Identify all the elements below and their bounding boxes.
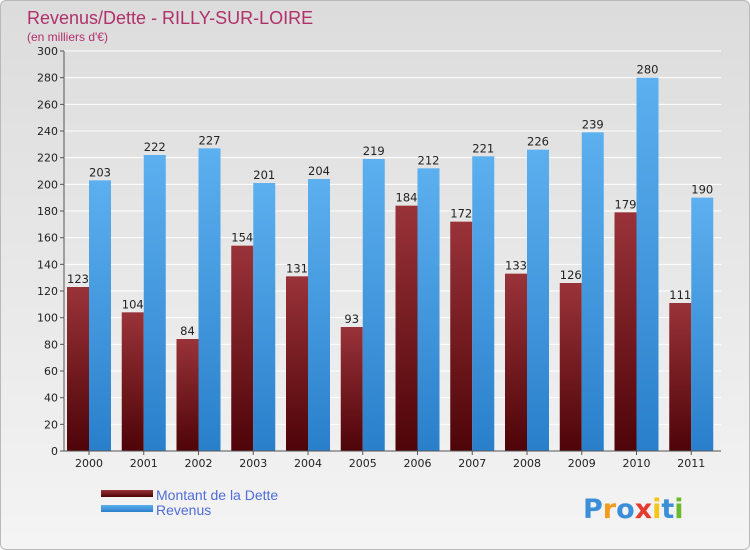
bar-dette-2003 <box>231 245 254 451</box>
y-tick-label: 280 <box>37 72 58 85</box>
x-tick-label-2007: 2007 <box>458 457 486 470</box>
y-tick-label: 140 <box>37 258 58 271</box>
bar-revenus-2008 <box>527 149 549 451</box>
x-tick-label-2000: 2000 <box>75 457 103 470</box>
data-label-dette-2004: 131 <box>286 261 308 275</box>
logo-letter: o <box>616 494 635 525</box>
y-axis-ticks: 0 20 40 60 80 100 120 140 160 180 200 220 240 260 280 3… <box>37 45 65 458</box>
data-label-dette-2011: 111 <box>669 288 691 302</box>
bar-revenus-2006 <box>417 168 440 452</box>
y-tick-label: 220 <box>37 152 58 165</box>
x-tick-label-2011: 2011 <box>677 457 705 470</box>
bars <box>67 77 714 452</box>
bar-dette-2011 <box>669 303 692 451</box>
y-tick-label: 160 <box>37 232 58 245</box>
legend-label-revenus: Revenus <box>156 502 211 518</box>
data-label-revenus-2003: 201 <box>253 168 275 182</box>
logo-letter: i <box>674 494 683 525</box>
data-label-dette-2005: 93 <box>344 312 359 326</box>
legend: Montant de la Dette Revenus <box>101 487 278 518</box>
data-label-revenus-2011: 190 <box>691 183 713 197</box>
bar-dette-2000 <box>67 287 89 451</box>
bar-revenus-2002 <box>198 148 221 452</box>
chart-subtitle: (en milliers d'€) <box>27 30 108 44</box>
data-label-revenus-2005: 219 <box>363 144 385 158</box>
bar-dette-2005 <box>340 327 363 451</box>
bar-revenus-2001 <box>143 155 166 451</box>
logo-letter: i <box>652 494 661 525</box>
data-label-dette-2003: 154 <box>231 231 253 245</box>
data-label-dette-2009: 126 <box>560 268 582 282</box>
logo-letter: x <box>635 494 652 525</box>
bar-revenus-2011 <box>691 197 714 451</box>
data-label-dette-2001: 104 <box>122 297 144 311</box>
x-axis-ticks: 2000 2001 2002 2003 2004 2005 2006 2007 2008 2009… <box>64 450 721 470</box>
x-tick-label-2004: 2004 <box>294 457 322 470</box>
grid-lines <box>64 50 721 452</box>
data-label-dette-2008: 133 <box>505 259 527 273</box>
logo-letter: t <box>661 494 674 525</box>
bar-revenus-2004 <box>308 179 330 451</box>
data-label-revenus-2008: 226 <box>527 135 549 149</box>
x-tick-label-2002: 2002 <box>185 457 213 470</box>
bar-dette-2006 <box>395 205 418 451</box>
data-label-dette-2006: 184 <box>396 191 418 205</box>
bar-revenus-2003 <box>253 183 276 451</box>
x-tick-label-2005: 2005 <box>349 457 377 470</box>
bar-revenus-2007 <box>472 156 495 452</box>
data-labels: 123 203 104 222 84 227 154 201 131 204 93 219 184 212… <box>67 63 713 338</box>
y-tick-label: 100 <box>37 312 58 325</box>
data-label-dette-2000: 123 <box>67 272 89 286</box>
data-label-dette-2010: 179 <box>615 197 637 211</box>
y-tick-label: 240 <box>37 125 58 138</box>
bar-dette-2001 <box>121 312 144 451</box>
legend-swatch-dette <box>101 490 153 497</box>
logo-letter: P <box>583 494 603 525</box>
chart-title: Revenus/Dette - RILLY-SUR-LOIRE <box>27 8 313 28</box>
x-tick-label-2001: 2001 <box>130 457 158 470</box>
data-label-revenus-2009: 239 <box>582 117 604 131</box>
proxiti-logo: Proxiti <box>583 494 684 525</box>
bar-revenus-2005 <box>362 159 385 451</box>
data-label-revenus-2001: 222 <box>144 140 166 154</box>
data-label-revenus-2000: 203 <box>89 165 111 179</box>
bar-dette-2010 <box>614 212 637 451</box>
bar-revenus-2009 <box>581 132 604 452</box>
legend-label-dette: Montant de la Dette <box>156 487 278 503</box>
y-tick-label: 300 <box>37 45 58 58</box>
data-label-revenus-2006: 212 <box>418 153 440 167</box>
bar-revenus-2000 <box>89 180 111 452</box>
data-label-dette-2007: 172 <box>450 207 472 221</box>
x-tick-label-2003: 2003 <box>239 457 267 470</box>
y-tick-label: 60 <box>44 365 58 378</box>
bar-dette-2008 <box>505 273 527 451</box>
bar-dette-2007 <box>450 221 473 451</box>
data-label-dette-2002: 84 <box>180 324 195 338</box>
legend-swatch-revenus <box>101 505 153 512</box>
bar-dette-2009 <box>559 283 582 451</box>
y-tick-label: 260 <box>37 98 58 111</box>
y-tick-label: 80 <box>44 338 58 351</box>
x-tick-label-2006: 2006 <box>404 457 432 470</box>
data-label-revenus-2010: 280 <box>637 63 659 77</box>
data-label-revenus-2004: 204 <box>308 164 330 178</box>
bar-dette-2002 <box>176 339 199 451</box>
data-label-revenus-2007: 221 <box>472 141 494 155</box>
y-tick-label: 20 <box>44 418 58 431</box>
y-tick-label: 40 <box>44 392 58 405</box>
y-tick-label: 200 <box>37 178 58 191</box>
bar-dette-2004 <box>286 276 308 451</box>
x-tick-label-2010: 2010 <box>623 457 651 470</box>
x-tick-label-2009: 2009 <box>568 457 596 470</box>
data-label-revenus-2002: 227 <box>199 133 221 147</box>
y-tick-label: 0 <box>51 445 58 458</box>
y-tick-label: 180 <box>37 205 58 218</box>
bar-revenus-2010 <box>636 77 659 452</box>
y-tick-label: 120 <box>37 285 58 298</box>
logo-letter: r <box>603 494 617 525</box>
x-tick-label-2008: 2008 <box>513 457 541 470</box>
